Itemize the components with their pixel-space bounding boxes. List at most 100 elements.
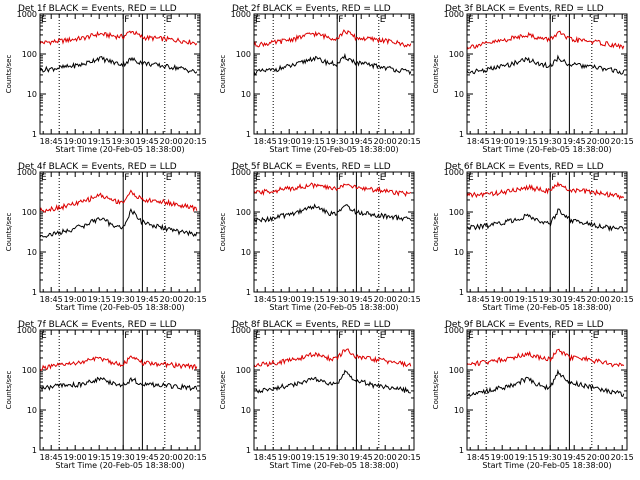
x-tick-label: 20:15 (611, 295, 634, 304)
plot-frame (466, 329, 628, 451)
marker-label: E (380, 331, 386, 341)
chart-title: Det 7f BLACK = Events, RED = LLD (18, 320, 177, 330)
lld-series-line (466, 181, 625, 200)
plot-frame (253, 171, 415, 293)
marker-label: F (551, 173, 556, 183)
y-tick-label: 1000 (231, 326, 251, 335)
y-tick-label: 10 (454, 248, 464, 257)
y-tick-label: 1000 (231, 168, 251, 177)
events-series-line (466, 54, 625, 75)
y-tick-label: 1 (246, 288, 251, 297)
x-tick-label: 19:45 (136, 453, 159, 462)
y-tick-label: 10 (241, 248, 251, 257)
x-tick-label: 20:15 (184, 137, 207, 146)
y-tick-label: 10 (27, 90, 37, 99)
x-tick-label: 19:45 (136, 137, 159, 146)
y-tick-label: 1000 (17, 10, 37, 19)
x-tick-label: 19:30 (539, 453, 562, 462)
x-tick-label: 18:45 (467, 137, 490, 146)
x-tick-label: 19:00 (64, 453, 87, 462)
events-series-line (39, 376, 198, 392)
x-tick-label: 18:45 (254, 295, 277, 304)
x-tick-label: 20:15 (611, 137, 634, 146)
y-axis-label: Counts/sec (5, 213, 13, 252)
x-tick-label: 20:15 (611, 453, 634, 462)
y-tick-label: 10 (27, 406, 37, 415)
y-tick-label: 10 (241, 90, 251, 99)
chart-title: Det 3f BLACK = Events, RED = LLD (445, 4, 604, 14)
plot-frame (39, 329, 201, 451)
y-tick-label: 100 (449, 208, 464, 217)
x-axis-label: Start Time (20-Feb-05 18:38:00) (55, 303, 184, 312)
x-tick-label: 18:45 (40, 453, 63, 462)
x-axis-label: Start Time (20-Feb-05 18:38:00) (269, 303, 398, 312)
x-tick-label: 20:15 (398, 137, 421, 146)
y-axis-label: Counts/sec (432, 213, 440, 252)
marker-label: E (593, 15, 599, 25)
x-tick-label: 19:30 (326, 295, 349, 304)
y-tick-label: 1000 (444, 10, 464, 19)
marker-label: E (380, 173, 386, 183)
chart-title: Det 2f BLACK = Events, RED = LLD (232, 4, 391, 14)
chart-title: Det 4f BLACK = Events, RED = LLD (18, 162, 177, 172)
x-tick-label: 19:15 (302, 295, 325, 304)
x-tick-label: 19:15 (88, 137, 111, 146)
chart-title: Det 9f BLACK = Events, RED = LLD (445, 320, 604, 330)
marker-label: F (551, 331, 556, 341)
chart-panel: Det 7f BLACK = Events, RED = LLD Counts/s… (5, 320, 207, 470)
chart-title: Det 8f BLACK = Events, RED = LLD (232, 320, 391, 330)
x-tick-label: 19:30 (539, 295, 562, 304)
plot-frame (466, 13, 628, 135)
x-tick-label: 20:00 (160, 295, 183, 304)
y-tick-label: 100 (236, 50, 251, 59)
x-tick-label: 19:15 (88, 295, 111, 304)
y-tick-label: 1 (459, 446, 464, 455)
chart-panel: Det 8f BLACK = Events, RED = LLD Counts/s… (219, 320, 421, 470)
lld-series-line (253, 348, 412, 368)
plot-frame (39, 13, 201, 135)
x-tick-label: 19:15 (302, 453, 325, 462)
x-tick-label: 19:30 (539, 137, 562, 146)
x-tick-label: 19:15 (515, 453, 538, 462)
x-tick-label: 19:30 (112, 295, 135, 304)
x-tick-label: 19:00 (278, 453, 301, 462)
x-tick-label: 19:00 (491, 295, 514, 304)
events-series-line (466, 369, 625, 398)
y-tick-label: 10 (27, 248, 37, 257)
chart-panel: Det 4f BLACK = Events, RED = LLD Counts/s… (5, 162, 207, 312)
x-tick-label: 19:45 (563, 295, 586, 304)
x-tick-label: 19:15 (515, 295, 538, 304)
marker-label: E (468, 15, 474, 25)
marker-label: F (338, 173, 343, 183)
x-tick-label: 19:00 (64, 137, 87, 146)
y-tick-label: 1000 (17, 168, 37, 177)
marker-label: F (551, 15, 556, 25)
y-tick-label: 100 (236, 208, 251, 217)
x-axis-label: Start Time (20-Feb-05 18:38:00) (55, 145, 184, 154)
chart-title: Det 6f BLACK = Events, RED = LLD (445, 162, 604, 172)
x-tick-label: 18:45 (254, 137, 277, 146)
x-tick-label: 19:15 (515, 137, 538, 146)
marker-label: E (468, 331, 474, 341)
lld-series-line (253, 182, 412, 198)
y-tick-label: 1000 (231, 10, 251, 19)
marker-label: E (41, 331, 47, 341)
chart-panel: Det 3f BLACK = Events, RED = LLD Counts/s… (432, 4, 634, 154)
x-tick-label: 20:15 (184, 295, 207, 304)
x-tick-label: 19:00 (491, 453, 514, 462)
x-tick-label: 18:45 (467, 453, 490, 462)
x-axis-label: Start Time (20-Feb-05 18:38:00) (482, 461, 611, 470)
chart-panel: Det 9f BLACK = Events, RED = LLD Counts/s… (432, 320, 634, 470)
x-tick-label: 19:45 (350, 453, 373, 462)
plot-frame (253, 329, 415, 451)
plot-frame (39, 171, 201, 293)
x-tick-label: 20:00 (374, 137, 397, 146)
x-tick-label: 18:45 (254, 453, 277, 462)
chart-panel: Det 2f BLACK = Events, RED = LLD Counts/s… (219, 4, 421, 154)
chart-panel: Det 5f BLACK = Events, RED = LLD Counts/s… (219, 162, 421, 312)
marker-label: E (593, 331, 599, 341)
x-tick-label: 19:30 (112, 453, 135, 462)
y-axis-label: Counts/sec (5, 371, 13, 410)
marker-label: F (124, 331, 129, 341)
